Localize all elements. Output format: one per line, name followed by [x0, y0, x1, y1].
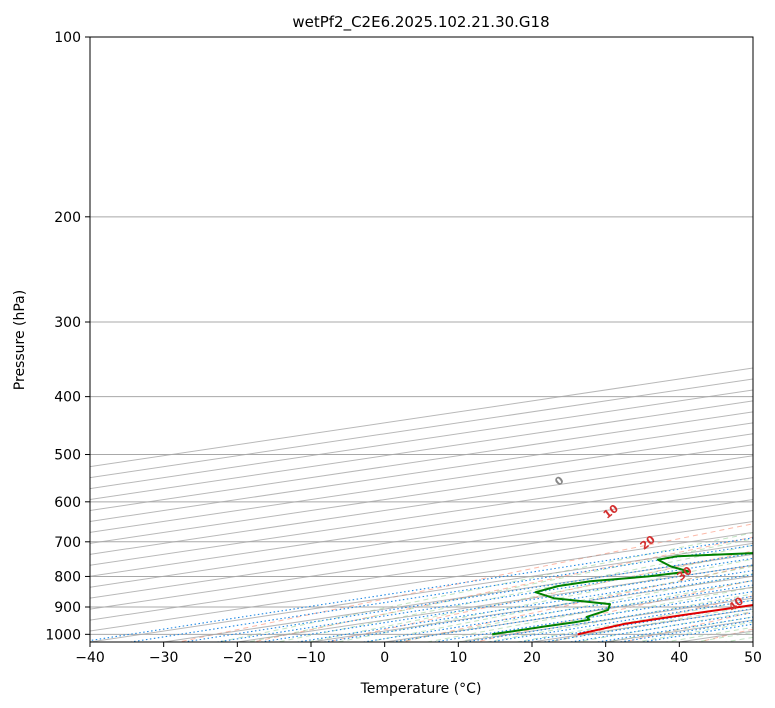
mixing-ratio-line	[359, 580, 753, 642]
isotherm	[90, 444, 753, 544]
moist-adiabat-label: 40	[726, 594, 746, 614]
isotherm	[90, 389, 753, 490]
dry-adiabat	[548, 595, 753, 642]
isotherm	[90, 378, 753, 479]
isotherm	[90, 400, 753, 501]
y-tick-label: 100	[54, 30, 81, 46]
dry-adiabat	[325, 550, 753, 642]
y-tick-label: 400	[54, 390, 81, 406]
isotherm	[90, 455, 753, 555]
x-tick-label: 10	[449, 650, 467, 666]
dry-adiabat	[176, 523, 753, 642]
dry-adiabat	[399, 564, 753, 642]
isotherm	[90, 466, 753, 566]
moist-adiabat	[484, 593, 753, 642]
dry-adiabat	[753, 10, 775, 647]
x-tick-label: 30	[597, 650, 615, 666]
y-tick-label: 600	[54, 495, 81, 511]
isotherm	[310, 575, 753, 642]
moist-adiabat	[514, 599, 753, 642]
y-tick-label: 500	[54, 448, 81, 464]
mixing-ratio-line	[616, 620, 753, 642]
moist-adiabat	[573, 610, 753, 642]
isotherm	[531, 608, 753, 642]
mixing-ratio-line	[293, 569, 753, 642]
x-tick-label: 40	[670, 650, 688, 666]
isotherm	[90, 520, 753, 621]
moist-adiabat	[305, 551, 753, 642]
isotherm	[90, 433, 753, 533]
isotherm	[752, 641, 753, 642]
moist-adiabat	[335, 558, 753, 642]
x-tick-label: −10	[296, 650, 326, 666]
moist-adiabat	[216, 532, 753, 642]
moist-adiabat-label: 10	[601, 502, 621, 522]
isotherm	[90, 509, 753, 610]
mixing-ratio-line	[127, 544, 753, 642]
chart-title: wetPf2_C2E6.2025.102.21.30.G18	[292, 13, 549, 32]
isotherm	[90, 531, 753, 632]
y-axis-label: Pressure (hPa)	[12, 290, 28, 390]
y-tick-label: 900	[54, 600, 81, 616]
x-tick-label: 0	[380, 650, 389, 666]
y-tick-label: 200	[54, 210, 81, 226]
isotherm	[90, 422, 753, 522]
y-tick-label: 1000	[45, 627, 81, 643]
x-tick-label: −30	[149, 650, 179, 666]
y-tick-label: 800	[54, 569, 81, 585]
plot-frame	[89, 36, 754, 643]
y-tick-label: 700	[54, 535, 81, 551]
isotherm	[605, 619, 753, 642]
isotherm	[90, 488, 753, 588]
moist-adiabat	[454, 586, 753, 642]
x-tick-label: −20	[223, 650, 253, 666]
y-tick-label: 300	[54, 315, 81, 331]
x-tick-label: 20	[523, 650, 541, 666]
isotherm	[90, 411, 753, 512]
mixing-ratio-line	[320, 574, 753, 642]
moist-adiabat	[394, 572, 753, 642]
isotherm	[90, 477, 753, 577]
dewpoint-profile	[492, 552, 753, 636]
isotherm	[90, 499, 753, 599]
x-tick-label: −40	[75, 650, 105, 666]
isotherm	[90, 367, 753, 468]
x-axis-label: Temperature (°C)	[360, 681, 482, 697]
mixing-ratio-line	[257, 564, 753, 642]
x-tick-label: 50	[744, 650, 762, 666]
isotherm	[90, 542, 753, 642]
moist-adiabat-label: 0	[552, 473, 566, 488]
